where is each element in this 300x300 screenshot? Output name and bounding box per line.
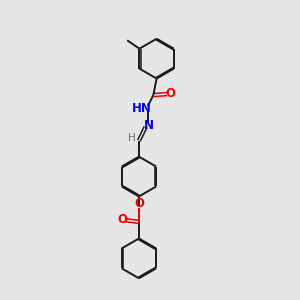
Text: O: O (134, 197, 144, 210)
Text: HN: HN (132, 102, 152, 116)
Text: H: H (128, 133, 136, 143)
Text: O: O (117, 213, 127, 226)
Text: N: N (144, 119, 154, 132)
Text: O: O (165, 87, 175, 100)
